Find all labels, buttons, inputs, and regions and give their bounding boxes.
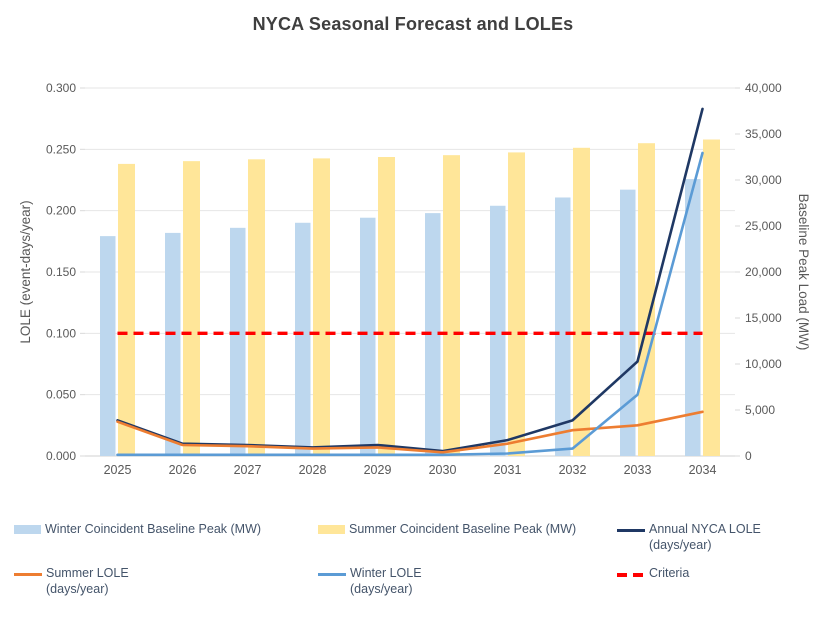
winter-peak-bar-2034 (685, 179, 701, 456)
legend-label: Summer LOLE (days/year) (46, 566, 129, 596)
x-axis-label-2026: 2026 (169, 463, 197, 477)
winter-lole-line-icon (318, 573, 346, 576)
left-axis-title: LOLE (event-days/year) (18, 200, 33, 343)
winter-peak-bar-2025 (100, 236, 116, 456)
left-axis-tick-label: 0.050 (46, 388, 76, 402)
right-axis-tick-label: 10,000 (745, 357, 782, 371)
summer-peak-bar-2027 (248, 159, 265, 457)
criteria-dash-icon (617, 573, 645, 577)
summer-peak-bar-2025 (118, 163, 135, 456)
right-axis-tick-label: 0 (745, 449, 752, 463)
summer-peak-bar-2029 (378, 157, 395, 456)
right-axis-tick-label: 40,000 (745, 81, 782, 95)
x-axis-label-2034: 2034 (689, 463, 717, 477)
winter-peak-swatch-icon (14, 525, 41, 534)
winter-peak-bar-2032 (555, 197, 571, 457)
x-axis-label-2033: 2033 (624, 463, 652, 477)
summer-lole-line (116, 410, 704, 454)
winter-peak-bar-2027 (230, 227, 246, 456)
winter-peak-bar-2028 (295, 222, 311, 456)
legend-item-winter-peak: Winter Coincident Baseline Peak (MW) (14, 522, 261, 538)
legend-item-annual-lole: Annual NYCA LOLE (days/year) (617, 522, 826, 553)
x-axis-label-2031: 2031 (494, 463, 522, 477)
summer-peak-swatch-icon (318, 525, 345, 534)
x-axis-label-2028: 2028 (299, 463, 327, 477)
winter-peak-bar-2029 (360, 217, 376, 456)
summer-peak-bar-2032 (573, 147, 590, 457)
left-axis-tick-label: 0.250 (46, 142, 76, 156)
legend-item-summer-peak: Summer Coincident Baseline Peak (MW) (318, 522, 576, 538)
x-axis-label-2032: 2032 (559, 463, 587, 477)
winter-peak-bar-2033 (620, 189, 636, 456)
right-axis-tick-label: 15,000 (745, 311, 782, 325)
right-axis-tick-label: 5,000 (745, 403, 775, 417)
legend-label: Criteria (649, 566, 690, 580)
summer-peak-bar-2031 (508, 152, 525, 456)
annual-lole-line (116, 107, 704, 453)
chart-plot-area: 0.300 0.250 0.200 0.150 0.100 0.050 0.000 40,00… (18, 81, 811, 477)
x-axis-label-2030: 2030 (429, 463, 457, 477)
right-axis-tick-label: 30,000 (745, 173, 782, 187)
summer-peak-bar-2026 (183, 161, 200, 456)
left-axis-tick-label: 0.100 (46, 326, 76, 340)
right-axis-title: Baseline Peak Load (MW) (796, 194, 811, 351)
legend-label: Annual NYCA LOLE (days/year) (649, 522, 761, 552)
legend-item-winter-lole: Winter LOLE (days/year) (318, 566, 468, 597)
legend-item-summer-lole: Summer LOLE (days/year) (14, 566, 164, 597)
legend-item-criteria: Criteria (617, 566, 689, 582)
left-axis-tick-label: 0.200 (46, 204, 76, 218)
winter-peak-bar-2031 (490, 205, 506, 456)
legend-label: Winter LOLE (days/year) (350, 566, 422, 596)
left-axis-tick-label: 0.300 (46, 81, 76, 95)
right-axis-tick-label: 20,000 (745, 265, 782, 279)
legend-label: Winter Coincident Baseline Peak (MW) (45, 522, 262, 536)
left-axis-tick-label: 0.150 (46, 265, 76, 279)
x-axis-label-2029: 2029 (364, 463, 392, 477)
winter-peak-bar-2026 (165, 232, 181, 456)
x-axis-label-2027: 2027 (234, 463, 262, 477)
summer-lole-line-icon (14, 573, 42, 576)
winter-lole-line (116, 151, 704, 457)
right-axis-tick-label: 35,000 (745, 127, 782, 141)
x-axis-label-2025: 2025 (104, 463, 132, 477)
summer-peak-bar-2030 (443, 155, 460, 456)
summer-peak-bar-2028 (313, 158, 330, 456)
left-axis-tick-label: 0.000 (46, 449, 76, 463)
chart-title: NYCA Seasonal Forecast and LOLEs (252, 14, 574, 34)
summer-peak-bar-2034 (703, 139, 720, 456)
annual-lole-line-icon (617, 529, 645, 532)
winter-peak-bar-2030 (425, 213, 441, 456)
legend-label: Summer Coincident Baseline Peak (MW) (349, 522, 577, 536)
right-axis-tick-label: 25,000 (745, 219, 782, 233)
